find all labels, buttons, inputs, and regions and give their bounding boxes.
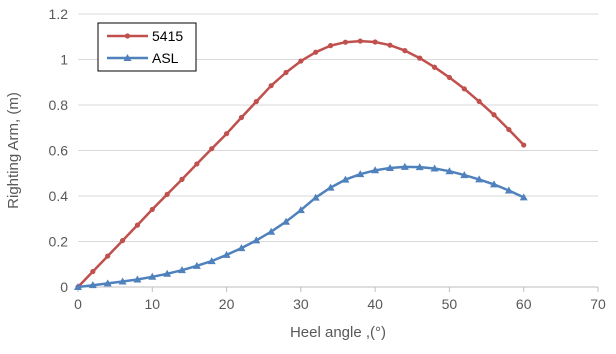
data-point-circle	[432, 65, 437, 70]
x-tick-label: 10	[144, 296, 160, 312]
x-tick-label: 20	[219, 296, 235, 312]
data-point-circle	[402, 48, 407, 53]
data-point-circle	[283, 70, 288, 75]
data-point-circle	[90, 269, 95, 274]
series-5415	[75, 38, 526, 289]
data-point-circle	[328, 43, 333, 48]
data-point-circle	[194, 161, 199, 166]
data-point-circle	[462, 86, 467, 91]
data-point-circle	[313, 50, 318, 55]
x-axis-title: Heel angle ,(°)	[290, 324, 386, 341]
data-point-circle	[343, 40, 348, 45]
x-tick-label: 40	[367, 296, 383, 312]
data-point-circle	[269, 83, 274, 88]
x-tick-label: 70	[590, 296, 606, 312]
legend-label: 5415	[152, 28, 183, 44]
data-point-circle	[165, 192, 170, 197]
data-point-circle	[135, 223, 140, 228]
data-point-circle	[387, 43, 392, 48]
y-tick-label: 0.2	[49, 234, 69, 250]
data-point-circle	[491, 112, 496, 117]
data-point-circle	[447, 75, 452, 80]
series-line	[78, 167, 524, 287]
data-point-circle	[224, 131, 229, 136]
y-tick-label: 0.8	[49, 97, 69, 113]
data-point-circle	[477, 99, 482, 104]
series-asl	[74, 163, 528, 290]
series-layer	[74, 38, 528, 290]
data-point-circle	[179, 177, 184, 182]
data-point-circle	[358, 38, 363, 43]
legend: 5415 ASL	[98, 23, 196, 71]
data-point-circle	[120, 238, 125, 243]
data-point-circle	[506, 127, 511, 132]
legend-label: ASL	[152, 50, 179, 66]
axes	[78, 287, 598, 292]
y-axis-title: Righting Arm, (m)	[5, 92, 22, 209]
x-tick-label: 50	[442, 296, 458, 312]
data-point-circle	[298, 58, 303, 63]
y-tick-label: 0.4	[49, 188, 69, 204]
data-point-circle	[417, 56, 422, 61]
x-tick-label: 60	[516, 296, 532, 312]
data-point-circle	[373, 39, 378, 44]
x-tick-label: 30	[293, 296, 309, 312]
y-tick-label: 1.2	[49, 6, 69, 22]
data-point-circle	[254, 99, 259, 104]
y-tick-label: 0	[60, 279, 68, 295]
data-point-circle	[150, 207, 155, 212]
x-tick-label: 0	[74, 296, 82, 312]
data-point-circle	[239, 115, 244, 120]
y-tick-label: 1	[60, 52, 68, 68]
data-point-circle	[521, 142, 526, 147]
data-point-circle	[209, 146, 214, 151]
series-line	[78, 41, 524, 287]
data-point-circle	[105, 253, 110, 258]
data-point-circle	[125, 33, 130, 38]
y-tick-label: 0.6	[49, 143, 69, 159]
